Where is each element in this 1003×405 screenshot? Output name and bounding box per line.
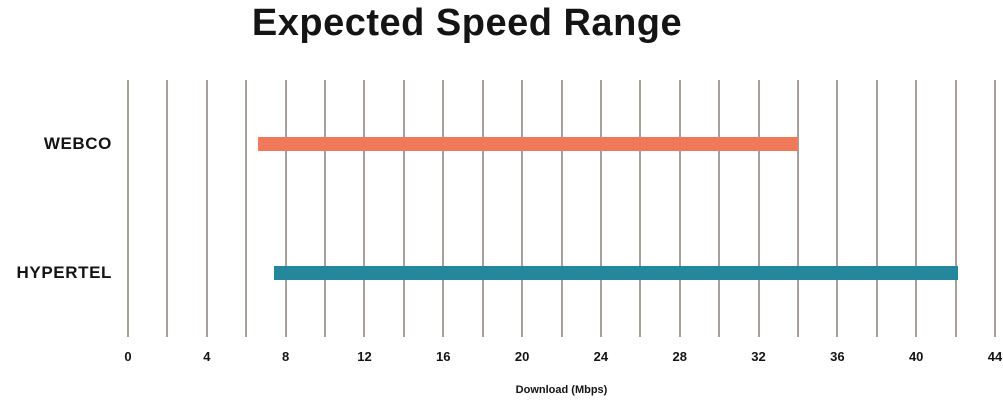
x-tick-label-12: 12 (357, 349, 372, 364)
x-tick-label-44: 44 (987, 349, 1003, 364)
x-tick-label-20: 20 (514, 349, 530, 364)
x-tick-label-16: 16 (436, 349, 451, 364)
range-bar-hypertel (273, 265, 958, 280)
gridline (718, 80, 721, 337)
x-tick-label-28: 28 (672, 349, 687, 364)
x-tick-label-8: 8 (282, 349, 290, 364)
gridline (245, 80, 248, 337)
gridline (915, 80, 918, 337)
gridline (994, 80, 996, 337)
gridline (521, 80, 524, 337)
category-label-webco: WEBCO (43, 134, 112, 154)
plot-area (127, 80, 996, 338)
gridline (678, 80, 681, 337)
x-tick-label-4: 4 (203, 349, 211, 364)
gridline (481, 80, 484, 337)
gridline (954, 80, 957, 337)
gridline (757, 80, 760, 337)
gridline (166, 80, 169, 337)
gridline (796, 80, 799, 337)
gridline (402, 80, 405, 337)
bar-row-webco (128, 80, 995, 209)
gridline (560, 80, 563, 337)
gridline (205, 80, 208, 337)
gridline (836, 80, 839, 337)
x-tick-label-40: 40 (908, 349, 924, 364)
x-tick-label-24: 24 (593, 349, 609, 364)
category-label-hypertel: HYPERTEL (16, 262, 112, 282)
x-tick-label-36: 36 (830, 349, 845, 364)
range-bar-webco (258, 137, 798, 152)
gridline (127, 80, 129, 337)
x-axis-label: Download (Mbps) (515, 384, 608, 396)
x-tick-label-0: 0 (124, 349, 132, 364)
bar-row-hypertel (128, 209, 995, 338)
gridline (639, 80, 642, 337)
gridline (324, 80, 327, 337)
gridline (284, 80, 287, 337)
gridline (875, 80, 878, 337)
gridline (599, 80, 602, 337)
x-axis-ticks: 0 4 8 12 16 20 24 28 32 36 40 44 (124, 349, 1002, 367)
category-labels: WEBCO HYPERTEL (0, 80, 112, 337)
x-tick-label-32: 32 (751, 349, 766, 364)
gridline (363, 80, 366, 337)
chart-title: Expected Speed Range (251, 2, 683, 44)
gridline (442, 80, 445, 337)
